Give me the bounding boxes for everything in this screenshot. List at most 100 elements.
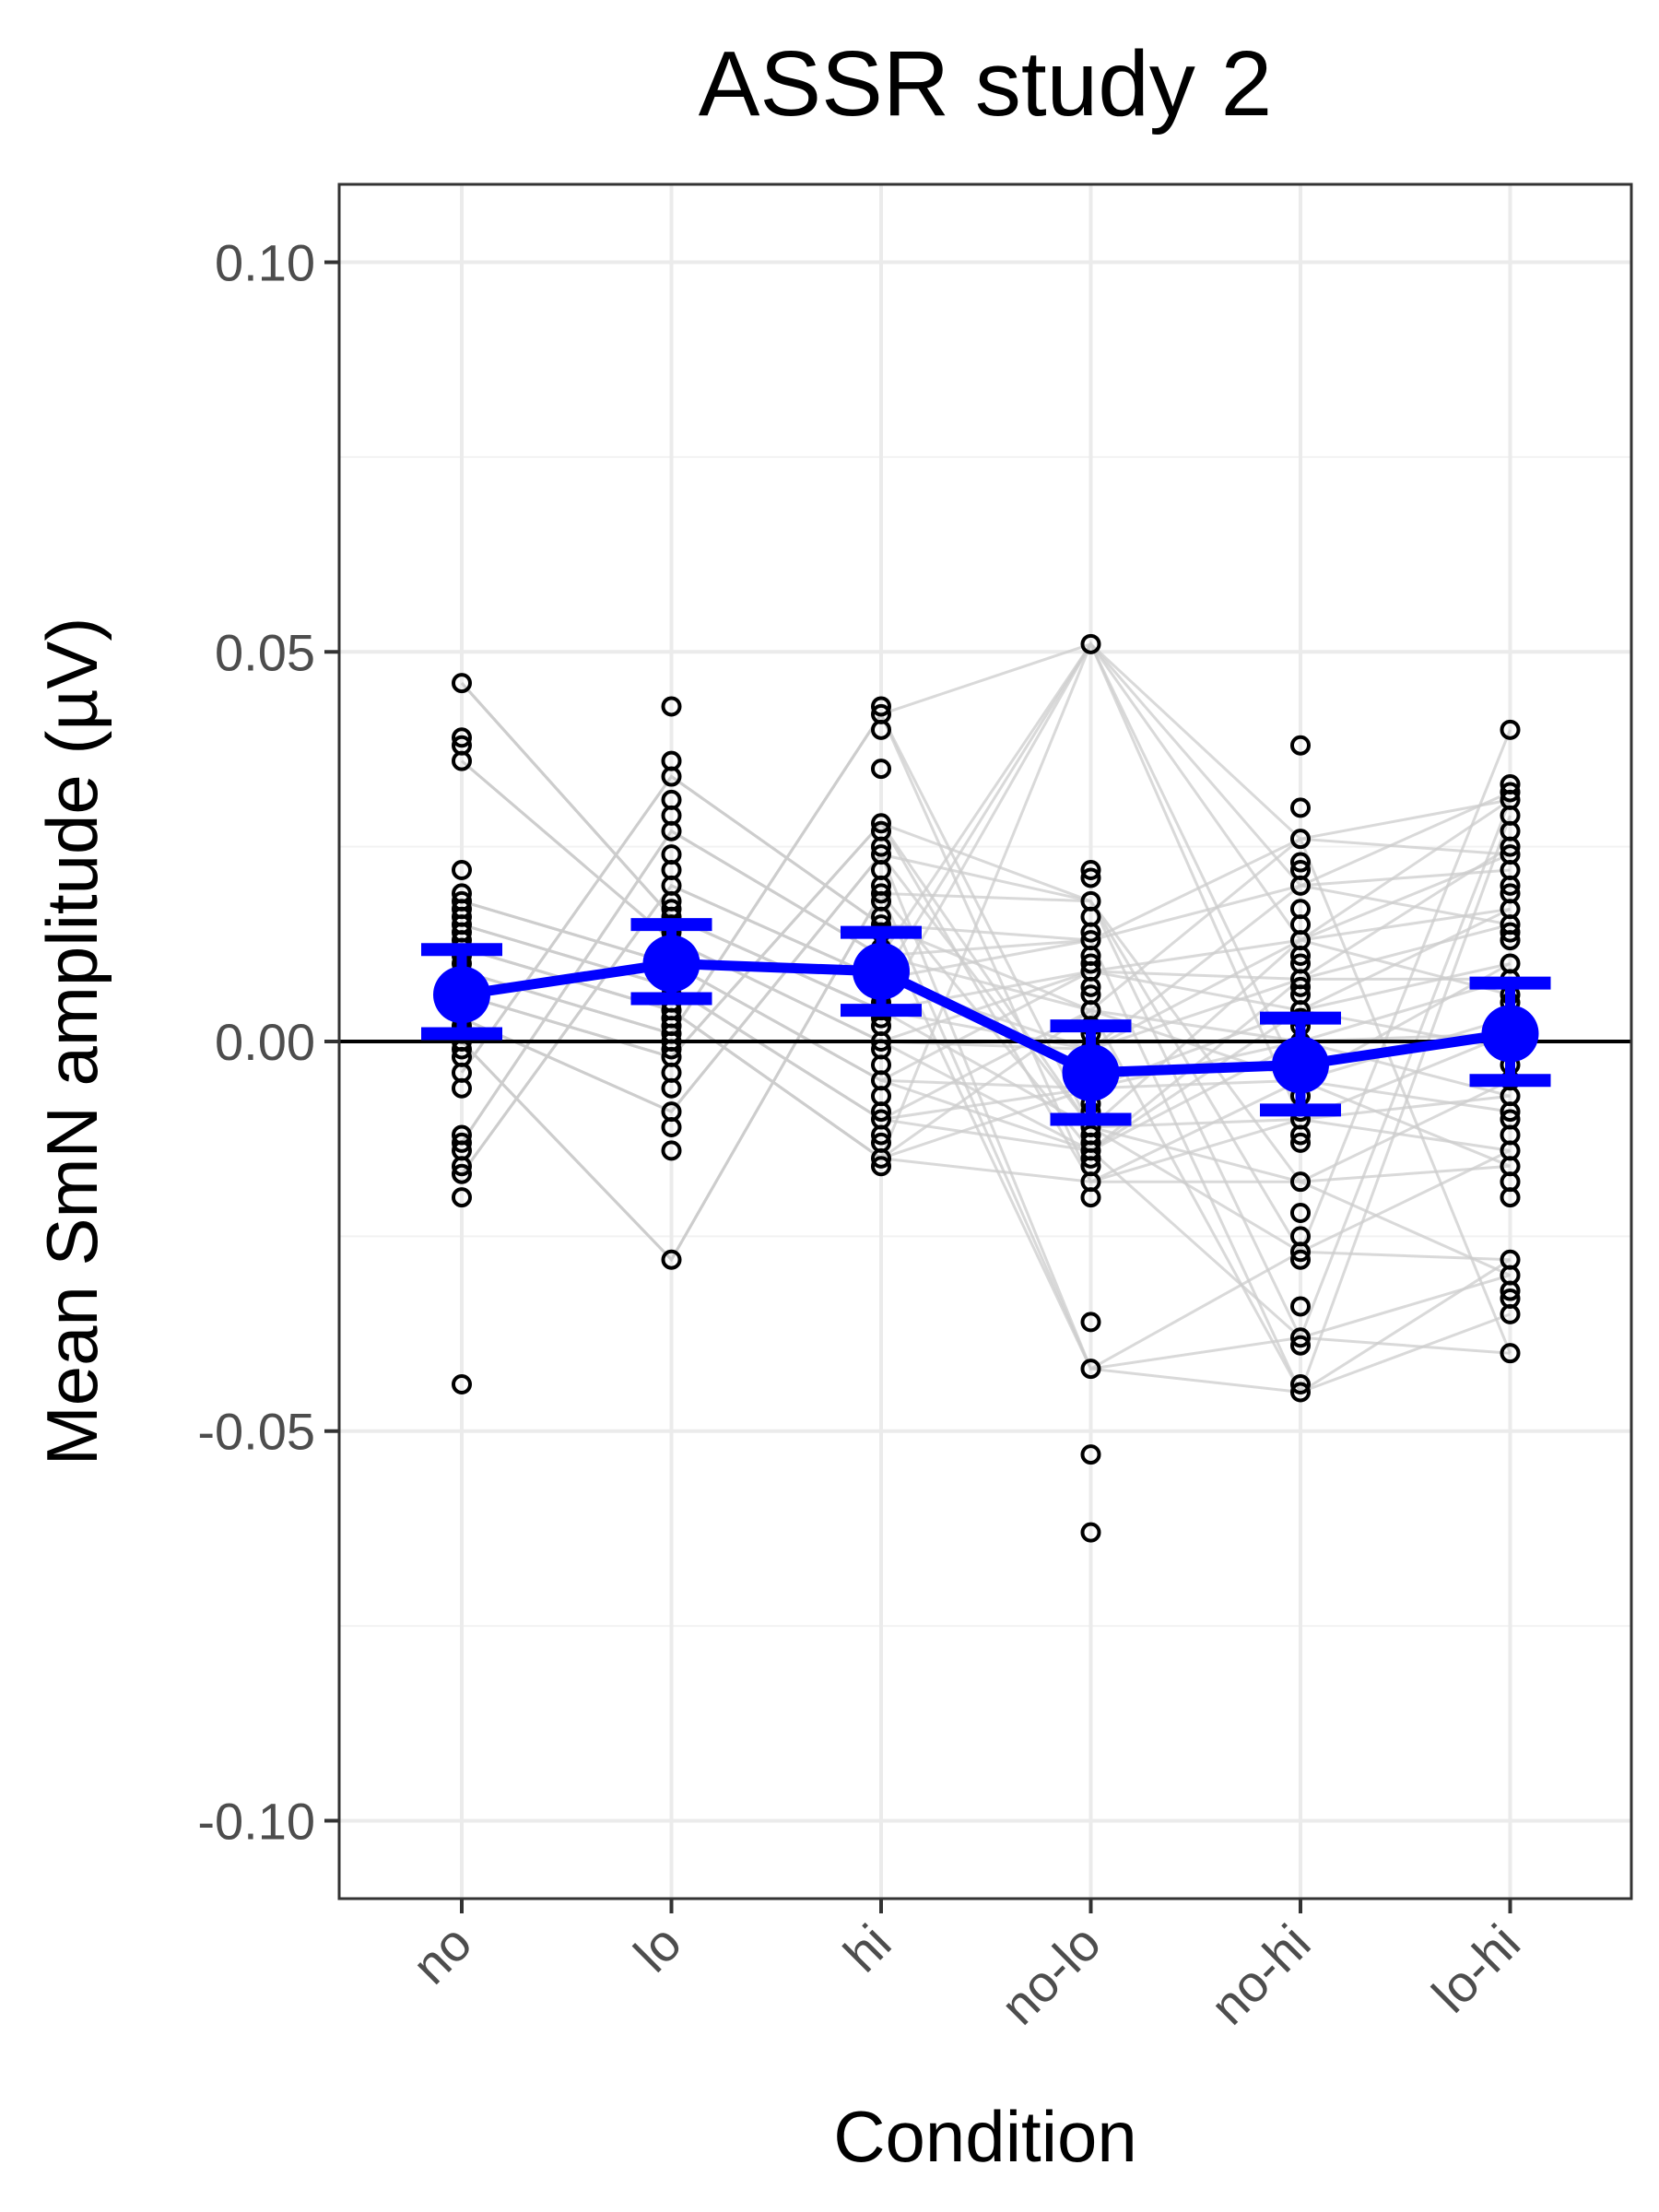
subject-point [1500, 836, 1521, 857]
subject-point [1290, 1171, 1311, 1193]
subject-point [1080, 633, 1101, 654]
subject-point [1080, 1444, 1101, 1465]
subject-line [461, 821, 1512, 1184]
subject-point [871, 1147, 891, 1169]
subject-point [871, 1156, 891, 1177]
subject-point [871, 759, 891, 780]
subject-point [661, 1249, 682, 1270]
subject-line [460, 891, 1511, 1340]
mean-point [1062, 1043, 1120, 1101]
subject-point [1080, 1187, 1101, 1208]
subject-point [1080, 1147, 1101, 1169]
subject-point [1500, 1187, 1521, 1208]
subject-point [1290, 797, 1311, 818]
subject-point [1290, 1249, 1311, 1270]
subject-point [1290, 1382, 1311, 1403]
subject-point [452, 1077, 472, 1099]
subject-line [460, 829, 1512, 1354]
subject-point [452, 750, 472, 771]
subject-line [461, 923, 1511, 1152]
mean-point [1481, 1005, 1539, 1063]
subject-line [460, 791, 1512, 1175]
y-tick-label: 0.00 [215, 1013, 315, 1071]
subject-point [871, 836, 891, 857]
subject-point [871, 883, 891, 904]
y-axis-title: Mean SmN amplitude (µV) [31, 618, 112, 1466]
subject-point [1500, 719, 1521, 740]
subject-line [461, 900, 1512, 1153]
subject-line [460, 774, 1512, 1394]
subject-point [1500, 1343, 1521, 1364]
subject-point [1290, 852, 1311, 873]
subject-point [452, 1163, 472, 1184]
subject-point [871, 1101, 891, 1123]
subject-point [452, 1156, 472, 1177]
grid-minor [339, 455, 1631, 1628]
mean-series [421, 918, 1551, 1126]
subject-point [871, 696, 891, 717]
subject-point [1500, 1101, 1521, 1123]
subject-point [1080, 1359, 1101, 1380]
subject-point [1500, 782, 1521, 803]
subject-point [1080, 1312, 1101, 1333]
subject-point [1290, 735, 1311, 756]
subject-point [1290, 976, 1311, 997]
y-tick-label: -0.10 [197, 1792, 315, 1850]
y-tick-label: -0.05 [197, 1403, 315, 1461]
subject-point [871, 719, 891, 740]
mean-point [1272, 1036, 1329, 1094]
subject-point [1500, 930, 1521, 951]
subject-point [1290, 1241, 1311, 1263]
subject-point [661, 820, 682, 841]
subject-point [1290, 1124, 1311, 1146]
subject-point [1080, 922, 1101, 943]
subject-point [1290, 1374, 1311, 1394]
subject-point [452, 1187, 472, 1208]
subject-point [661, 1140, 682, 1161]
subject-point [1290, 1132, 1311, 1153]
subject-point [452, 1132, 472, 1153]
subject-point [1290, 1296, 1311, 1317]
y-tick-label: 0.05 [215, 623, 315, 681]
subject-point [871, 813, 891, 834]
y-axis: 0.10 0.05 0.00 -0.05 -0.10 [197, 234, 339, 1850]
subject-point [1500, 922, 1521, 943]
subject-point [661, 696, 682, 717]
x-axis-title: Condition [833, 2096, 1137, 2177]
subject-point [661, 1039, 682, 1060]
subject-point [661, 1077, 682, 1099]
subject-point [1290, 875, 1311, 896]
chart-title: ASSR study 2 [699, 32, 1273, 135]
subject-point [452, 727, 472, 748]
subject-line [460, 682, 1512, 1129]
subject-point [661, 1117, 682, 1137]
subject-point [452, 673, 472, 694]
subject-point [871, 1031, 891, 1052]
mean-line [461, 959, 1512, 1078]
subject-point [1080, 1522, 1101, 1543]
subject-point [1290, 1335, 1311, 1356]
subject-point [452, 1374, 472, 1394]
subject-point [1500, 1303, 1521, 1324]
mean-point [433, 966, 490, 1024]
subject-point [1500, 1280, 1521, 1301]
subject-point [871, 1124, 891, 1146]
subject-point [452, 860, 472, 880]
subject-point [1290, 1203, 1311, 1223]
subject-point [1080, 953, 1101, 974]
subject-point [1080, 976, 1101, 997]
mean-point [642, 935, 700, 993]
subject-point [661, 766, 682, 787]
y-tick-label: 0.10 [215, 234, 315, 292]
subject-point [1500, 875, 1521, 896]
subject-point [1290, 946, 1311, 966]
subject-point [452, 1039, 472, 1060]
mean-point [853, 942, 910, 1000]
subject-line [461, 759, 1512, 1153]
subject-point [1290, 1327, 1311, 1348]
subject-point [1290, 829, 1311, 850]
subject-point [1080, 860, 1101, 880]
subject-point [1080, 867, 1101, 888]
